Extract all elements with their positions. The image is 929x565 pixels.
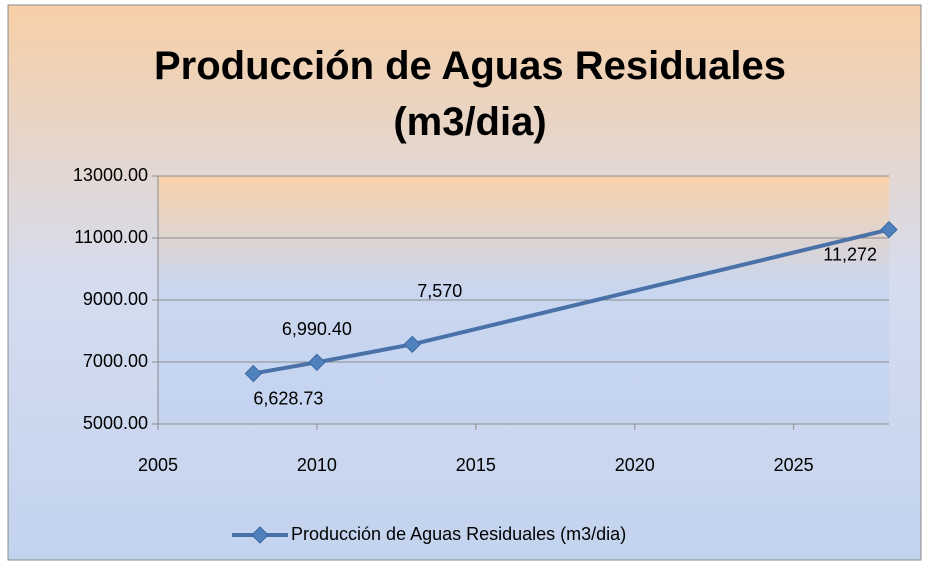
data-point [308, 353, 326, 372]
x-tick-label: 2025 [774, 455, 814, 475]
y-tick-label: 5000.00 [83, 413, 148, 433]
legend-label: Producción de Aguas Residuales (m3/dia) [291, 524, 626, 544]
chart-title: Producción de Aguas Residuales (m3/dia) [153, 44, 786, 144]
y-tick-label: 7000.00 [83, 351, 148, 371]
data-point [880, 220, 898, 239]
y-tick-label: 11000.00 [74, 227, 148, 247]
data-label: 11,272 [823, 244, 877, 264]
data-label: 7,570 [417, 281, 462, 301]
data-point [403, 335, 421, 354]
legend-marker [251, 526, 269, 544]
y-tick-label: 9000.00 [83, 289, 148, 309]
x-tick-label: 2005 [138, 455, 178, 475]
data-label: 6,628.73 [253, 388, 323, 408]
data-point [244, 364, 263, 383]
series-line [253, 227, 890, 376]
x-tick-label: 2010 [297, 455, 337, 475]
data-label: 6,990.40 [282, 319, 352, 339]
y-tick-label: 13000.00 [73, 165, 148, 185]
x-tick-label: 2020 [615, 455, 655, 475]
x-tick-label: 2015 [456, 455, 496, 475]
